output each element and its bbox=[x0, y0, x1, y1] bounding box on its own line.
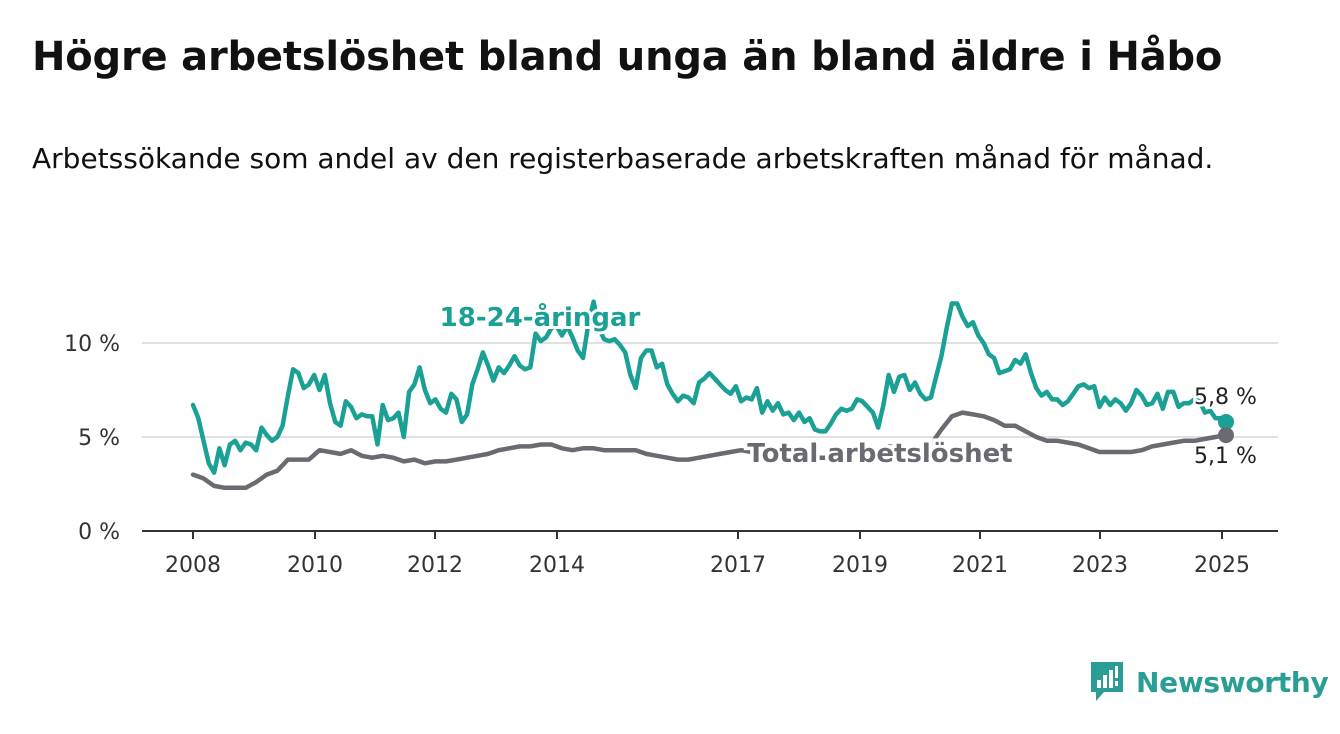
x-tick-label: 2014 bbox=[529, 553, 585, 578]
x-tick-label: 2023 bbox=[1072, 553, 1128, 578]
chart-subtitle: Arbetssökande som andel av den registerb… bbox=[32, 142, 1214, 175]
series-line-total bbox=[190, 410, 1229, 491]
y-tick-label: 0 % bbox=[78, 520, 120, 545]
end-point-total bbox=[1218, 427, 1234, 444]
series-line-young bbox=[190, 299, 1229, 475]
end-point-young bbox=[1218, 413, 1234, 430]
newsworthy-logo-icon bbox=[1091, 662, 1123, 701]
axis-layer: 0 % 5 % 10 % 2008 2010 2012 2014 2017 2019 2021 20… bbox=[64, 332, 1278, 578]
x-tick-label: 2010 bbox=[287, 553, 343, 578]
y-tick-label: 10 % bbox=[64, 332, 120, 357]
end-label-total: 5,1 % bbox=[1194, 444, 1257, 469]
grid-layer bbox=[142, 342, 1278, 438]
end-label-young: 5,8 % bbox=[1194, 385, 1257, 410]
x-tick-label: 2017 bbox=[710, 553, 766, 578]
x-tick-label: 2021 bbox=[952, 553, 1008, 578]
x-tick-label: 2019 bbox=[832, 553, 888, 578]
x-tick-label: 2025 bbox=[1194, 553, 1250, 578]
brand: Newsworthy bbox=[1088, 660, 1329, 704]
series-layer bbox=[190, 299, 1234, 491]
series-label-total: Total arbetslöshet bbox=[747, 439, 1012, 469]
series-label-young: 18-24-åringar bbox=[440, 301, 641, 333]
brand-name: Newsworthy bbox=[1136, 665, 1329, 699]
chart-title: Högre arbetslöshet bland unga än bland ä… bbox=[32, 34, 1223, 80]
label-layer: 5,8 % 5,1 % 18-24-åringar Total arbetslöshe… bbox=[437, 298, 1260, 473]
y-tick-label: 5 % bbox=[78, 426, 120, 451]
x-tick-label: 2008 bbox=[165, 553, 221, 578]
x-tick-label: 2012 bbox=[407, 553, 463, 578]
